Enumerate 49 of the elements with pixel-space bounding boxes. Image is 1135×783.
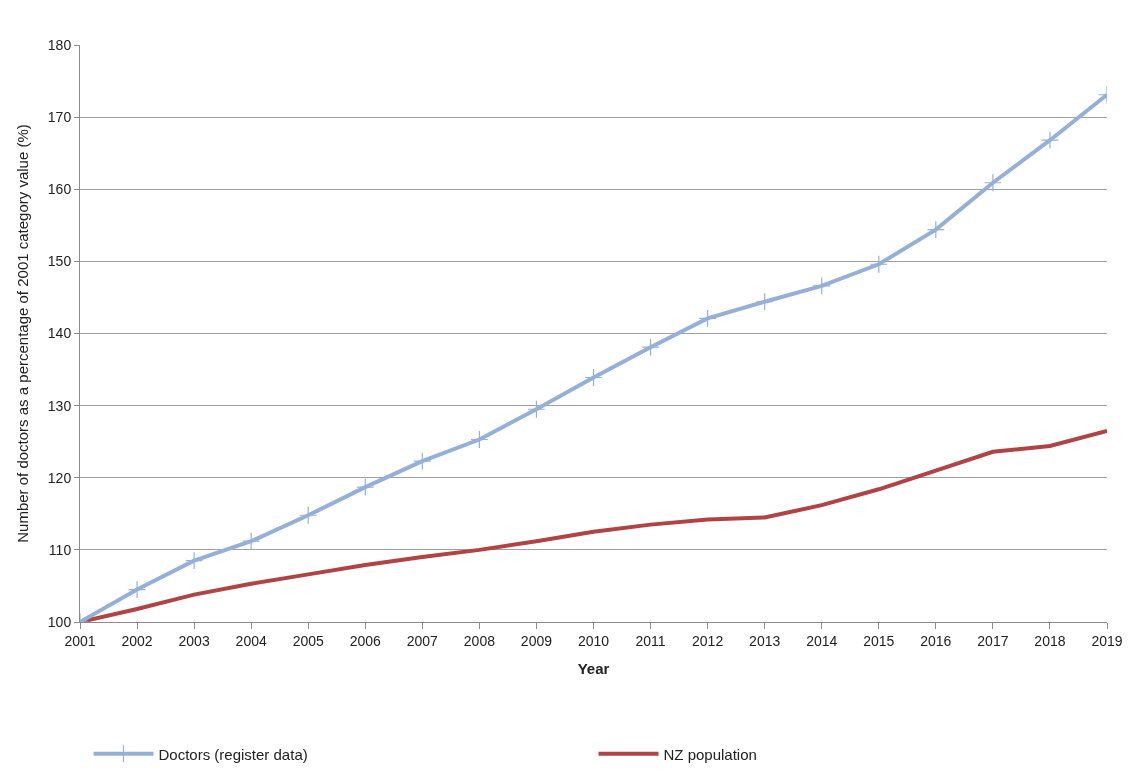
y-tick-label: 180 <box>47 36 72 53</box>
point <box>584 368 603 387</box>
x-tick-label: 2005 <box>292 632 324 649</box>
y-tick-label: 160 <box>47 181 72 198</box>
x-axis-title: Year <box>577 659 610 677</box>
y-tick-label: 140 <box>47 325 72 342</box>
point <box>527 400 546 419</box>
point <box>641 338 660 357</box>
x-tick-label: 2013 <box>749 632 781 649</box>
point <box>128 580 147 599</box>
y-tick-label: 100 <box>47 613 72 630</box>
x-tick-label: 2016 <box>920 632 952 649</box>
point <box>926 220 945 239</box>
x-tick-label: 2008 <box>463 632 496 649</box>
x-tick-label: 2003 <box>178 632 210 649</box>
x-tick-label: 2018 <box>1034 632 1066 649</box>
x-tick-label: 2002 <box>121 632 153 649</box>
point <box>983 173 1002 192</box>
point <box>299 506 318 525</box>
x-tick-label: 2007 <box>406 632 439 649</box>
point <box>356 478 375 497</box>
y-tick-label: 150 <box>47 253 72 270</box>
y-tick-label: 110 <box>48 541 72 558</box>
point <box>242 532 261 551</box>
y-tick-label: 170 <box>47 109 72 126</box>
x-tick-label: 2010 <box>577 632 610 649</box>
point <box>755 292 774 311</box>
x-tick-label: 2015 <box>863 632 895 649</box>
y-tick-label: 130 <box>47 397 72 414</box>
x-tick-label: 2004 <box>235 632 267 649</box>
y-tick-label: 120 <box>47 469 72 486</box>
x-tick-label: 2012 <box>692 632 724 649</box>
point <box>869 255 888 274</box>
point <box>698 309 717 328</box>
point <box>413 452 432 471</box>
y-axis-title: Number of doctors as a percentage of 2001 category value (%) <box>14 124 32 543</box>
x-tick-label: 2017 <box>977 632 1009 649</box>
point <box>812 276 831 295</box>
point <box>1040 131 1059 150</box>
x-tick-label: 2009 <box>520 632 553 649</box>
x-tick-label: 2019 <box>1091 632 1123 649</box>
x-tick-label: 2011 <box>635 632 666 649</box>
legend-label: NZ population <box>663 745 757 763</box>
x-tick-label: 2006 <box>349 632 382 649</box>
point <box>185 551 204 570</box>
point <box>470 430 489 449</box>
legend-label: Doctors (register data) <box>158 745 308 763</box>
x-tick-label: 2014 <box>806 632 838 649</box>
x-tick-label: 2001 <box>64 632 96 649</box>
